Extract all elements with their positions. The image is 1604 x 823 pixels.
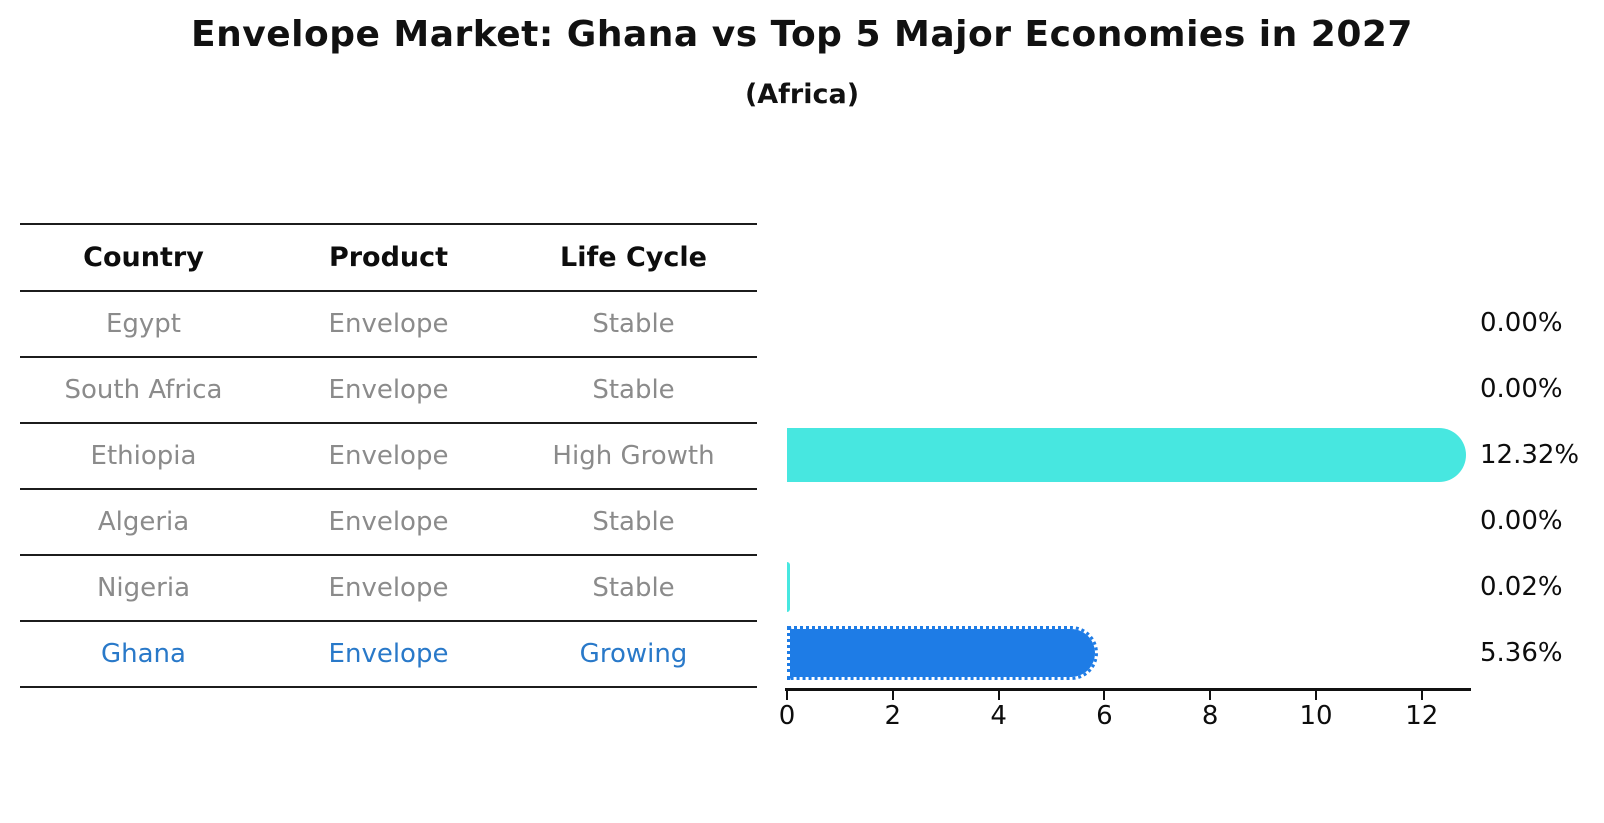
x-axis-tick-label: 4 <box>990 701 1007 731</box>
country-cell: Ghana <box>101 639 186 669</box>
country-cell: Nigeria <box>96 573 191 603</box>
life-cycle-cell: Stable <box>592 309 675 339</box>
product-cell: Envelope <box>328 639 449 669</box>
bar-value-label: 5.36% <box>1480 638 1563 668</box>
country-cell: Ethiopia <box>90 441 197 471</box>
bar-value-label: 0.00% <box>1480 308 1563 338</box>
product-cell: Envelope <box>328 441 449 471</box>
life-cycle-cell: High Growth <box>552 441 715 471</box>
bar-value-label: 0.00% <box>1480 374 1563 404</box>
product-cell: Envelope <box>328 375 449 405</box>
bar-ghana <box>787 626 1098 680</box>
table-header-row: Country Product Life Cycle <box>20 225 757 292</box>
table-row: Ethiopia Envelope High Growth <box>20 424 757 490</box>
life-cycle-cell: Stable <box>592 375 675 405</box>
x-axis-tick <box>1103 691 1106 700</box>
x-axis-tick <box>786 691 788 700</box>
table-row: Algeria Envelope Stable <box>20 490 757 556</box>
x-axis-tick <box>1209 691 1212 700</box>
life-cycle-cell: Stable <box>592 507 675 537</box>
x-axis-tick-label: 6 <box>1096 701 1113 731</box>
country-cell: Algeria <box>97 507 190 537</box>
x-axis-tick <box>1315 691 1317 700</box>
product-cell: Envelope <box>328 309 449 339</box>
chart-subtitle: (Africa) <box>744 79 860 110</box>
column-header-life-cycle: Life Cycle <box>560 242 707 273</box>
chart-title: Envelope Market: Ghana vs Top 5 Major Ec… <box>191 14 1413 55</box>
x-axis-tick <box>997 691 1000 700</box>
x-axis-line <box>785 688 1471 691</box>
x-axis-tick-label: 8 <box>1201 701 1219 731</box>
bar-value-label: 12.32% <box>1480 440 1580 470</box>
x-axis-tick-label: 0 <box>778 701 796 731</box>
life-cycle-cell: Growing <box>579 639 688 669</box>
column-header-country: Country <box>83 242 204 273</box>
product-cell: Envelope <box>328 507 449 537</box>
bar-ethiopia <box>787 428 1466 482</box>
table-row: South Africa Envelope Stable <box>20 358 757 424</box>
country-cell: Egypt <box>105 309 182 339</box>
country-cell: South Africa <box>64 375 223 405</box>
x-axis-tick <box>1420 691 1423 700</box>
x-axis-tick-label: 2 <box>884 701 902 731</box>
column-header-product: Product <box>328 242 449 273</box>
table-row: Ghana Envelope Growing <box>20 622 757 688</box>
country-table: Country Product Life Cycle Egypt Envelop… <box>20 223 757 688</box>
bar-nigeria <box>787 562 790 612</box>
bar-value-label: 0.02% <box>1480 572 1563 602</box>
table-row: Egypt Envelope Stable <box>20 292 757 358</box>
x-axis-tick <box>891 691 894 700</box>
life-cycle-cell: Stable <box>592 573 675 603</box>
product-cell: Envelope <box>328 573 449 603</box>
x-axis-tick-label: 10 <box>1299 701 1333 731</box>
x-axis-tick-label: 12 <box>1405 701 1439 731</box>
bar-value-label: 0.00% <box>1480 506 1563 536</box>
table-row: Nigeria Envelope Stable <box>20 556 757 622</box>
